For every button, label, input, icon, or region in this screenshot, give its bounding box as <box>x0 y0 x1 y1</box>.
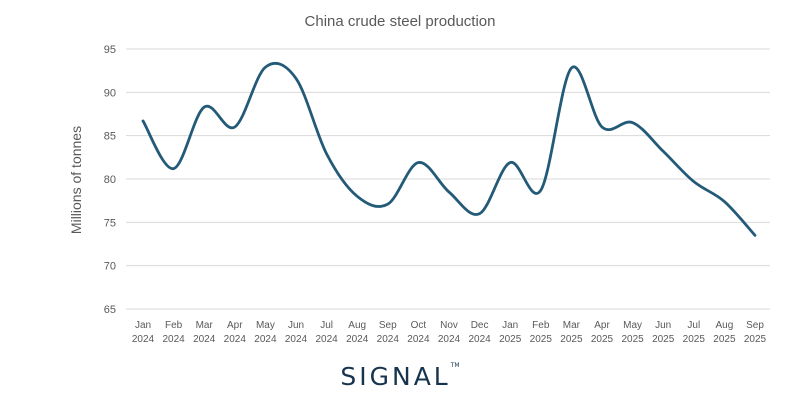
x-tick-label: Jan 2024 <box>132 320 155 345</box>
x-tick-label: Jun 2024 <box>285 320 308 345</box>
x-tick-label: Mar 2024 <box>193 320 216 345</box>
x-tick-label: Aug 2025 <box>713 320 736 345</box>
gridlines <box>126 48 770 310</box>
x-tick-label: Feb 2025 <box>530 320 553 345</box>
x-tick-label: Oct 2024 <box>407 320 430 345</box>
x-tick-label: Apr 2024 <box>224 320 247 345</box>
y-axis-ticks: 65 70 75 80 85 90 95 <box>104 44 116 316</box>
logo-text: SIGNAL <box>340 362 451 391</box>
x-tick-label: Dec 2024 <box>468 320 491 345</box>
line-chart: China crude steel production 65 70 75 80 85 9… <box>68 13 770 345</box>
signal-logo: SIGNALTM <box>0 362 800 391</box>
x-tick-label: Jan 2025 <box>499 320 522 345</box>
x-tick-label: May 2025 <box>621 320 644 345</box>
x-tick-label: May 2024 <box>254 320 277 345</box>
x-tick-label: Nov 2024 <box>438 320 461 345</box>
x-tick-label: Sep 2024 <box>377 320 400 345</box>
trademark-mark: TM <box>450 362 460 369</box>
x-tick-label: Aug 2024 <box>346 320 369 345</box>
y-tick-label: 70 <box>104 261 116 273</box>
y-tick-label: 95 <box>104 44 116 56</box>
chart-title: China crude steel production <box>305 13 496 30</box>
y-tick-label: 65 <box>104 304 116 316</box>
y-tick-label: 90 <box>104 87 116 99</box>
y-axis-label: Millions of tonnes <box>68 126 84 234</box>
x-tick-label: Feb 2024 <box>162 320 185 345</box>
x-axis-ticks: Jan 2024 Feb 2024 Mar 2024 Apr 2024 May 2024 Jun 20… <box>132 320 767 345</box>
y-tick-label: 80 <box>104 174 116 186</box>
series-line <box>141 62 757 237</box>
x-tick-label: Jun 2025 <box>652 320 675 345</box>
x-tick-label: Jul 2024 <box>315 320 338 345</box>
x-tick-label: Sep 2025 <box>744 320 767 345</box>
x-tick-label: Apr 2025 <box>591 320 614 345</box>
y-tick-label: 85 <box>104 131 116 143</box>
x-tick-label: Jul 2025 <box>683 320 706 345</box>
x-tick-label: Mar 2025 <box>560 320 583 345</box>
y-tick-label: 75 <box>104 217 116 229</box>
